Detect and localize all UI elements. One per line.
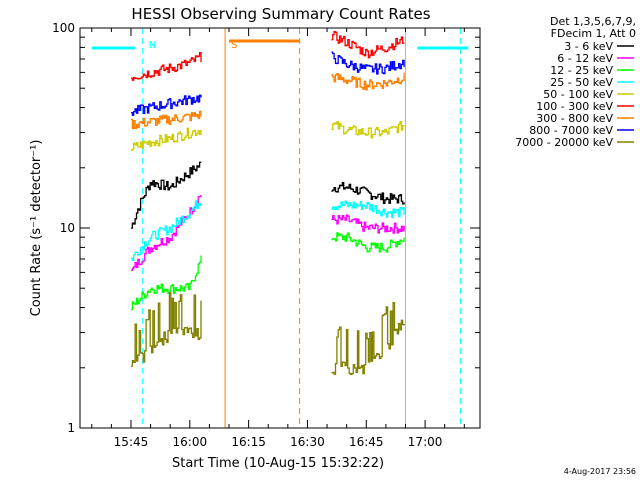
legend: Det 1,3,5,6,7,9,FDecim 1, Att 03 - 6 keV… — [515, 15, 636, 149]
series-line — [331, 232, 405, 253]
legend-entry-label: 6 - 12 keV — [557, 52, 613, 65]
x-tick-label: 16:45 — [349, 435, 384, 449]
series-line — [131, 52, 202, 81]
legend-header: FDecim 1, Att 0 — [551, 27, 636, 40]
series-line — [131, 94, 202, 116]
legend-entry-label: 25 - 50 keV — [550, 76, 613, 89]
series-line — [131, 127, 202, 152]
annotation-label: S — [231, 40, 237, 51]
series-line — [331, 301, 405, 375]
x-tick-label: 15:45 — [114, 435, 149, 449]
series-line — [331, 51, 405, 75]
series-line — [331, 72, 405, 91]
x-axis-label: Start Time (10-Aug-15 15:32:22) — [172, 456, 384, 471]
series-line — [331, 120, 405, 139]
x-tick-label: 16:15 — [231, 435, 266, 449]
series-line — [331, 31, 405, 59]
legend-entry-label: 300 - 800 keV — [536, 112, 613, 125]
series-line — [331, 181, 405, 205]
x-tick-label: 16:30 — [290, 435, 325, 449]
series-line — [131, 255, 202, 311]
legend-entry-label: 3 - 6 keV — [564, 40, 613, 53]
series-line — [131, 161, 202, 229]
axis-layer: 15:45 16:00 16:15 16:30 16:45 17:00 1 10 100 — [52, 21, 480, 449]
y-tick-label: 10 — [60, 221, 75, 235]
y-tick-label: 1 — [67, 421, 75, 435]
annotation-label: N — [149, 40, 156, 51]
series-line — [131, 110, 202, 130]
legend-entry-label: 50 - 100 keV — [543, 88, 613, 101]
series-line — [331, 214, 405, 234]
chart-title: HESSI Observing Summary Count Rates — [131, 5, 430, 23]
series-line — [131, 291, 202, 367]
x-tick-label: 16:00 — [173, 435, 208, 449]
series-line — [331, 200, 405, 219]
legend-entry-label: 12 - 25 keV — [550, 64, 613, 77]
y-axis-label: Count Rate (s⁻¹ detector⁻¹) — [29, 140, 44, 317]
series-line — [131, 200, 202, 261]
y-tick-label: 100 — [52, 21, 75, 35]
legend-entry-label: 7000 - 20000 keV — [515, 136, 613, 149]
timestamp: 4-Aug-2017 23:56 — [564, 467, 636, 476]
legend-entry-label: 800 - 7000 keV — [529, 124, 613, 137]
x-tick-label: 17:00 — [408, 435, 443, 449]
legend-header: Det 1,3,5,6,7,9, — [550, 15, 636, 28]
legend-entry-label: 100 - 300 keV — [536, 100, 613, 113]
